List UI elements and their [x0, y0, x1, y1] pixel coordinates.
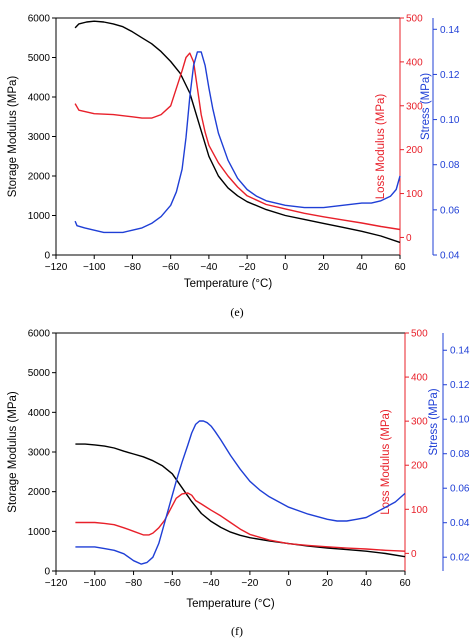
left-y-tick-label: 6000 [28, 329, 51, 340]
left-y-tick-label: 1000 [28, 527, 51, 538]
stress-line [75, 420, 406, 565]
stress-y-tick-label: 0.10 [450, 415, 470, 426]
left-y-tick-label: 1000 [28, 211, 51, 222]
x-axis-title: Temperature (°C) [184, 278, 272, 290]
x-tick-label: −120 [45, 578, 68, 589]
x-tick-label: 40 [361, 578, 373, 589]
left-y-tick-label: 5000 [28, 53, 51, 64]
loss-y-tick-label: 200 [411, 461, 428, 472]
stress-y-tick-label: 0.08 [440, 160, 460, 171]
stress-line [74, 51, 401, 234]
x-tick-label: 20 [318, 262, 330, 273]
left-y-tick-label: 2000 [28, 487, 51, 498]
loss-y-tick-label: 400 [411, 373, 428, 384]
panel-label: (e) [230, 305, 243, 319]
loss-y-tick-label: 0 [406, 233, 412, 244]
storage-modulus-line [74, 20, 401, 244]
loss-y-tick-label: 200 [406, 145, 423, 156]
loss-y-tick-label: 500 [406, 14, 423, 25]
loss-modulus-line [75, 492, 406, 552]
stress-axis-title: Stress (MPa) [420, 73, 432, 140]
x-tick-label: 60 [394, 262, 406, 273]
left-y-tick-label: 0 [44, 567, 50, 578]
x-tick-label: −100 [84, 578, 107, 589]
left-y-axis-title: Storage Modulus (MPa) [7, 76, 19, 198]
left-y-tick-label: 5000 [28, 368, 51, 379]
x-tick-label: −40 [200, 262, 217, 273]
x-tick-label: −20 [239, 262, 256, 273]
loss-y-tick-label: 0 [411, 549, 417, 560]
x-tick-label: 40 [356, 262, 368, 273]
stress-y-tick-label: 0.14 [450, 346, 470, 357]
loss-axis-title: Loss Modulus (MPa) [375, 94, 387, 200]
stress-y-tick-label: 0.14 [440, 25, 460, 36]
stress-y-tick-label: 0.02 [450, 553, 470, 564]
x-tick-label: −120 [45, 262, 68, 273]
left-y-tick-label: 4000 [28, 408, 51, 419]
left-y-tick-label: 3000 [28, 448, 51, 459]
loss-y-tick-label: 100 [411, 505, 428, 516]
x-tick-label: 0 [286, 578, 292, 589]
stress-y-tick-label: 0.10 [440, 115, 460, 126]
stress-y-tick-label: 0.12 [450, 380, 470, 391]
stress-y-tick-label: 0.04 [450, 518, 470, 529]
loss-y-tick-label: 400 [406, 57, 423, 68]
left-y-tick-label: 0 [44, 251, 50, 262]
x-tick-label: −60 [162, 262, 179, 273]
stress-y-tick-label: 0.06 [450, 484, 470, 495]
left-y-axis-title: Storage Modulus (MPa) [7, 391, 19, 513]
loss-axis-title: Loss Modulus (MPa) [380, 409, 392, 515]
loss-y-tick-label: 300 [406, 101, 423, 112]
chart-panel-2: −120 −100 −80 −60 −40 −20 0 20 40 60 Temperature (… [7, 329, 470, 639]
x-axis-title: Temperature (°C) [186, 598, 274, 610]
x-tick-label: −40 [203, 578, 220, 589]
x-tick-label: 60 [399, 578, 411, 589]
stress-y-tick-label: 0.08 [450, 449, 470, 460]
x-tick-label: −100 [83, 262, 106, 273]
left-y-tick-label: 3000 [28, 132, 51, 143]
x-tick-label: 0 [283, 262, 289, 273]
stress-axis-title: Stress (MPa) [428, 388, 440, 455]
stress-y-tick-label: 0.04 [440, 251, 460, 262]
left-y-tick-label: 2000 [28, 172, 51, 183]
x-tick-label: −60 [164, 578, 181, 589]
left-y-tick-label: 4000 [28, 93, 51, 104]
x-tick-label: 20 [322, 578, 334, 589]
x-tick-label: −80 [125, 578, 142, 589]
stress-y-tick-label: 0.12 [440, 70, 460, 81]
storage-modulus-line [75, 443, 406, 558]
loss-modulus-line [74, 52, 401, 231]
left-y-tick-label: 6000 [28, 14, 51, 25]
stress-y-tick-label: 0.06 [440, 205, 460, 216]
loss-y-tick-label: 500 [411, 329, 428, 340]
chart-panel-1: −120 −100 −80 −60 −40 −20 0 20 40 60 Temperature (… [7, 14, 460, 320]
x-tick-label: −80 [124, 262, 141, 273]
loss-y-tick-label: 300 [411, 417, 428, 428]
panel-label: (f) [231, 624, 243, 638]
x-tick-label: −20 [241, 578, 258, 589]
loss-y-tick-label: 100 [406, 189, 423, 200]
